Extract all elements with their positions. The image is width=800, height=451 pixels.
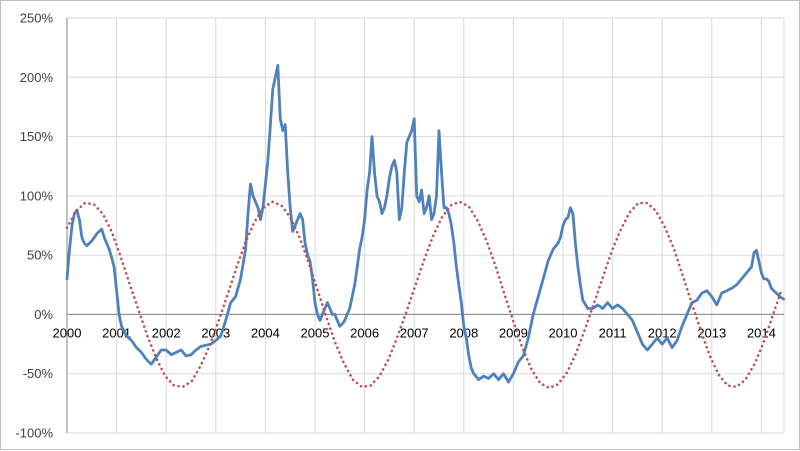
series-group <box>65 64 786 390</box>
y-tick-label: 50% <box>27 248 53 263</box>
x-tick-label: 2011 <box>599 325 627 340</box>
x-tick-label: 2007 <box>400 325 429 340</box>
y-tick-label: -100% <box>15 426 53 441</box>
x-tick-label: 2000 <box>53 325 82 340</box>
x-tick-label: 2001 <box>102 325 131 340</box>
x-axis-tick-labels: 2000 2001 2002 2003 2004 2005 2006 2007 2008 2009… <box>53 325 776 340</box>
x-tick-label: 2006 <box>350 325 379 340</box>
x-tick-label: 2014 <box>747 325 776 340</box>
gridlines <box>66 17 785 434</box>
x-tick-label: 2013 <box>697 325 726 340</box>
y-tick-label: 100% <box>20 188 54 203</box>
dotted-series-line <box>65 200 783 390</box>
y-tick-label: -50% <box>23 366 54 381</box>
x-tick-label: 2003 <box>201 325 230 340</box>
x-tick-label: 2005 <box>301 325 330 340</box>
x-tick-label: 2012 <box>648 325 677 340</box>
x-tick-label: 2002 <box>152 325 181 340</box>
x-tick-label: 2004 <box>251 325 280 340</box>
y-tick-label: 150% <box>20 129 54 144</box>
solid-series-line <box>65 64 786 384</box>
y-tick-label: 200% <box>20 70 54 85</box>
y-tick-label: 250% <box>20 11 54 26</box>
y-axis-tick-labels: -100% -50% 0% 50% 100% 150% 200% 250% <box>15 11 53 441</box>
x-tick-label: 2009 <box>499 325 528 340</box>
x-tick-label: 2010 <box>549 325 578 340</box>
y-tick-label: 0% <box>34 307 53 322</box>
